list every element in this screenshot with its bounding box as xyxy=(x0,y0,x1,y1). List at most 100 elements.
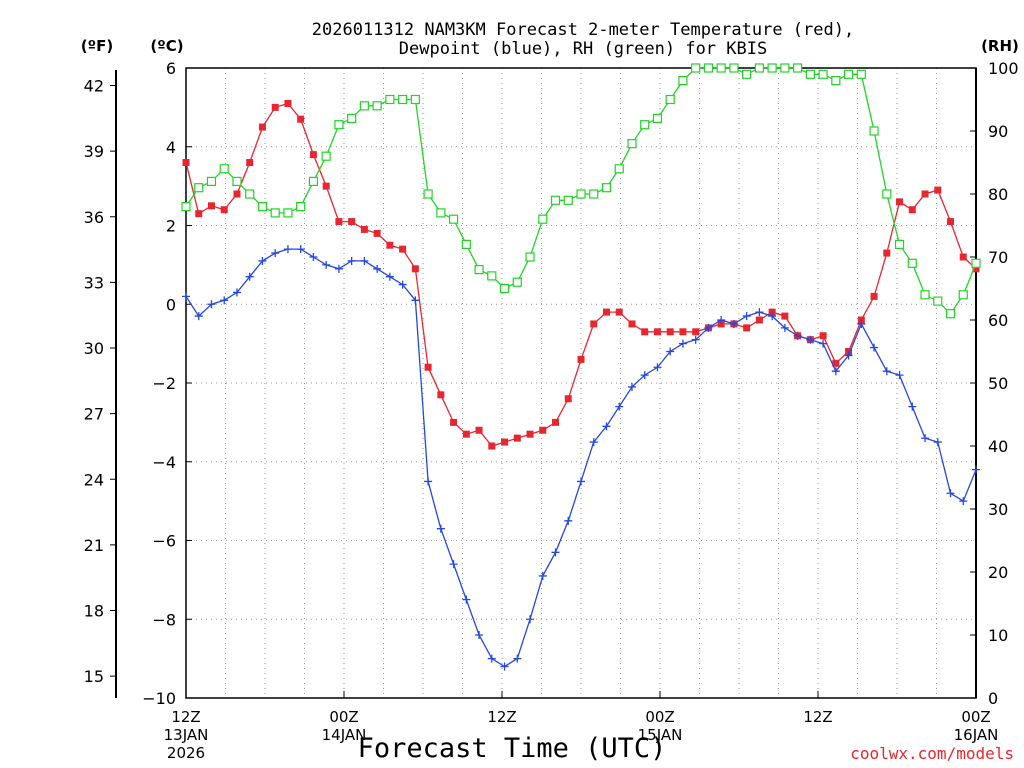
rh-point xyxy=(398,94,408,105)
temperature-point xyxy=(207,202,215,210)
rh-unit-label: (RH) xyxy=(981,37,1019,55)
temperature-point xyxy=(870,292,878,300)
celsius-tick-label: −6 xyxy=(152,532,176,551)
rh-point xyxy=(678,75,688,86)
dewpoint-point xyxy=(373,264,382,273)
rh-point xyxy=(232,176,242,186)
rh-point xyxy=(448,214,459,224)
dewpoint-point xyxy=(347,256,356,265)
temperature-point xyxy=(437,391,445,399)
fahrenheit-tick-label: 21 xyxy=(84,536,104,555)
dewpoint-point xyxy=(360,256,369,265)
dewpoint-point xyxy=(258,256,267,265)
rh-point xyxy=(831,75,841,86)
temperature-point xyxy=(934,186,942,194)
temperature-point xyxy=(488,442,496,450)
dewpoint-point xyxy=(729,319,738,328)
dewpoint-point xyxy=(487,654,496,663)
x-tick-date-label: 13JAN xyxy=(164,726,209,744)
dewpoint-point xyxy=(819,339,828,348)
temperature-point xyxy=(399,245,407,253)
dewpoint-point xyxy=(653,363,662,372)
temperature-point xyxy=(411,265,419,273)
dewpoint-point xyxy=(589,438,598,447)
dewpoint-point xyxy=(908,402,917,411)
x-tick-date-label: 15JAN xyxy=(638,726,683,744)
dewpoint-point xyxy=(602,422,611,431)
temperature-point xyxy=(271,103,279,111)
credit-text: coolwx.com/models xyxy=(850,744,1014,763)
dewpoint-point xyxy=(398,280,407,289)
fahrenheit-tick-label: 39 xyxy=(84,142,104,161)
rh-point xyxy=(958,290,968,300)
rh-point xyxy=(614,164,624,174)
rh-tick-label: 90 xyxy=(988,122,1008,141)
rh-point xyxy=(385,94,395,105)
dewpoint-point xyxy=(385,272,394,281)
x-axis-title: Forecast Time (UTC) xyxy=(358,733,667,764)
celsius-tick-label: 4 xyxy=(166,138,176,157)
axis-ticks xyxy=(110,67,977,699)
temperature-point xyxy=(692,328,700,336)
grid xyxy=(186,67,976,699)
rh-point xyxy=(882,189,892,199)
dewpoint-point xyxy=(309,253,318,261)
dewpoint-point xyxy=(551,548,560,557)
temperature-point xyxy=(781,312,789,320)
rh-point xyxy=(894,239,905,249)
chart-title-line-2: Dewpoint (blue), RH (green) for KBIS xyxy=(399,39,767,59)
rh-point xyxy=(499,283,510,294)
dewpoint-point xyxy=(538,571,547,580)
rh-point xyxy=(194,183,204,193)
temperature-point xyxy=(373,229,381,237)
rh-point xyxy=(257,202,268,212)
x-tick-label: 00Z xyxy=(645,708,674,726)
dewpoint-point xyxy=(921,434,930,443)
temperature-point xyxy=(475,426,483,434)
dewpoint-point xyxy=(895,371,904,380)
rh-point xyxy=(308,176,319,186)
temperature-point xyxy=(513,434,521,442)
temperature-point xyxy=(360,225,368,233)
celsius-tick-label: 6 xyxy=(166,59,176,78)
dewpoint-point xyxy=(742,312,751,321)
temperature-point xyxy=(641,328,649,336)
rh-point xyxy=(206,176,217,186)
dewpoint-point xyxy=(424,477,433,486)
rh-tick-label: 20 xyxy=(988,563,1008,582)
dewpoint-point xyxy=(691,335,700,344)
temperature-point xyxy=(908,206,916,214)
temperature-point xyxy=(501,438,509,446)
dewpoint-point xyxy=(666,347,675,356)
dewpoint-point xyxy=(704,323,713,332)
rh-point xyxy=(818,69,828,79)
temperature-point xyxy=(755,316,763,324)
fahrenheit-tick-label: 42 xyxy=(84,77,104,96)
rh-tick-label: 80 xyxy=(988,185,1008,204)
temperature-point xyxy=(182,159,190,166)
dewpoint-point xyxy=(232,288,241,297)
temperature-point xyxy=(972,265,980,273)
x-tick-date-label: 16JAN xyxy=(954,726,999,744)
temperature-point xyxy=(959,253,967,261)
temperature-point xyxy=(666,328,674,336)
dewpoint-series xyxy=(182,245,980,671)
rh-point xyxy=(219,164,229,174)
fahrenheit-tick-label: 30 xyxy=(84,339,104,358)
dewpoint-point xyxy=(194,312,203,321)
rh-tick-label: 50 xyxy=(988,374,1008,393)
rh-tick-label: 30 xyxy=(988,500,1008,519)
dewpoint-point xyxy=(207,300,216,309)
x-tick-date-label: 14JAN xyxy=(322,726,367,744)
rh-point xyxy=(436,208,446,218)
rh-point xyxy=(601,183,612,193)
temperature-point xyxy=(335,218,343,226)
dewpoint-point xyxy=(271,249,280,258)
dewpoint-point xyxy=(513,654,522,663)
tick-labels: −10−8−6−4−202461518212427303336394201020… xyxy=(84,59,1019,762)
rh-tick-label: 0 xyxy=(988,689,998,708)
temperature-point xyxy=(679,328,687,336)
dewpoint-point xyxy=(972,465,980,474)
dewpoint-point xyxy=(755,308,764,317)
temperature-point xyxy=(424,363,432,371)
